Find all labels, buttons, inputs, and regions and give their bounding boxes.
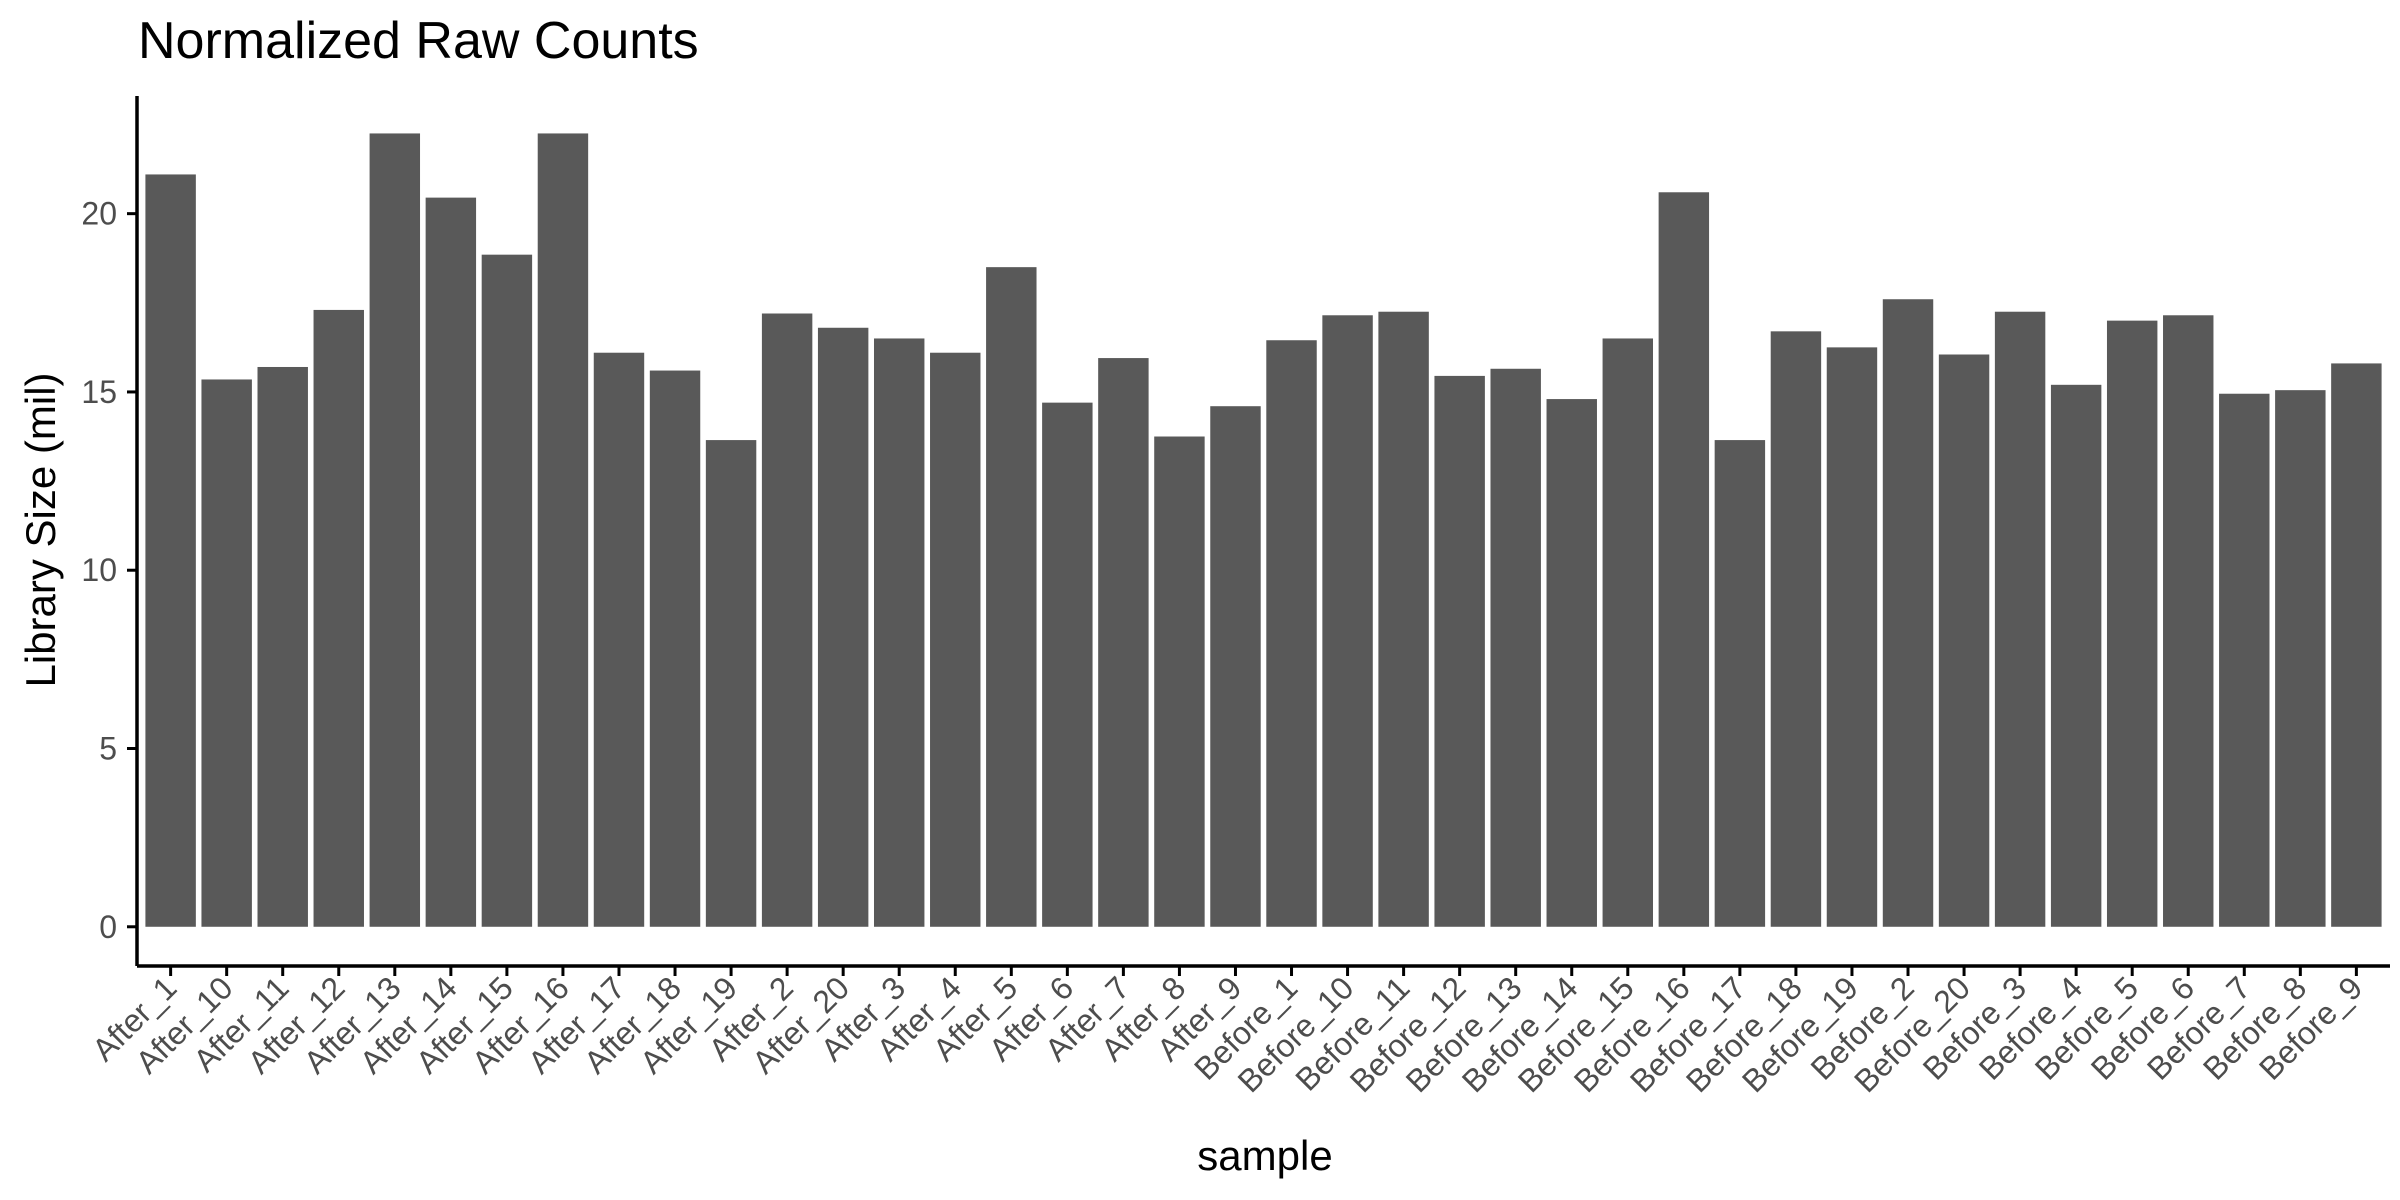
bar-after-1 (145, 174, 196, 927)
bar-after-5 (986, 267, 1037, 927)
bar-before-12 (1434, 375, 1485, 927)
bar-after-14 (425, 197, 477, 927)
bar-before-9 (2331, 363, 2382, 927)
x-axis-title: sample (1197, 1132, 1332, 1179)
bar-after-7 (1098, 358, 1149, 927)
bar-before-20 (1938, 354, 1990, 927)
bar-before-13 (1490, 368, 1541, 927)
bar-before-1 (1266, 340, 1317, 927)
bar-before-6 (2163, 315, 2214, 927)
bar-before-15 (1602, 338, 1654, 927)
bar-after-16 (537, 133, 589, 927)
y-tick-label: 20 (81, 196, 117, 232)
bar-before-18 (1770, 331, 1822, 927)
bar-after-11 (257, 366, 308, 927)
bar-before-5 (2106, 320, 2158, 927)
bar-before-16 (1658, 192, 1710, 927)
y-tick-label: 10 (81, 552, 117, 588)
bar-after-9 (1210, 406, 1261, 927)
y-tick-label: 5 (99, 731, 117, 767)
bars-group (145, 133, 2382, 927)
bar-before-2 (1882, 299, 1934, 927)
bar-after-4 (930, 352, 981, 927)
bar-after-18 (649, 370, 701, 927)
y-axis-ticks: 0 5 10 15 20 (81, 196, 137, 945)
x-axis-ticks: After_1After_10After_11After_12After_13A… (85, 966, 2369, 1099)
bar-before-14 (1546, 399, 1597, 927)
bar-before-10 (1322, 315, 1373, 927)
bar-before-3 (1994, 311, 2046, 927)
bar-after-10 (201, 379, 252, 927)
bar-before-8 (2275, 390, 2326, 927)
bar-after-13 (369, 133, 421, 927)
bar-after-2 (761, 313, 813, 927)
bar-before-4 (2050, 384, 2102, 927)
y-axis-title: Library Size (mil) (17, 372, 64, 687)
bar-after-17 (593, 352, 645, 927)
bar-before-7 (2219, 393, 2270, 927)
bar-after-15 (481, 254, 533, 927)
bar-after-8 (1154, 436, 1205, 927)
bar-after-3 (873, 338, 925, 927)
bar-before-19 (1826, 347, 1878, 927)
chart-title: Normalized Raw Counts (138, 12, 699, 70)
bar-before-11 (1378, 311, 1429, 927)
bar-after-6 (1042, 402, 1093, 927)
bar-after-19 (705, 440, 757, 927)
y-tick-label: 15 (81, 374, 117, 410)
bar-after-12 (313, 309, 364, 927)
y-tick-label: 0 (99, 909, 117, 945)
bar-after-20 (817, 327, 869, 927)
bar-before-17 (1714, 440, 1766, 927)
